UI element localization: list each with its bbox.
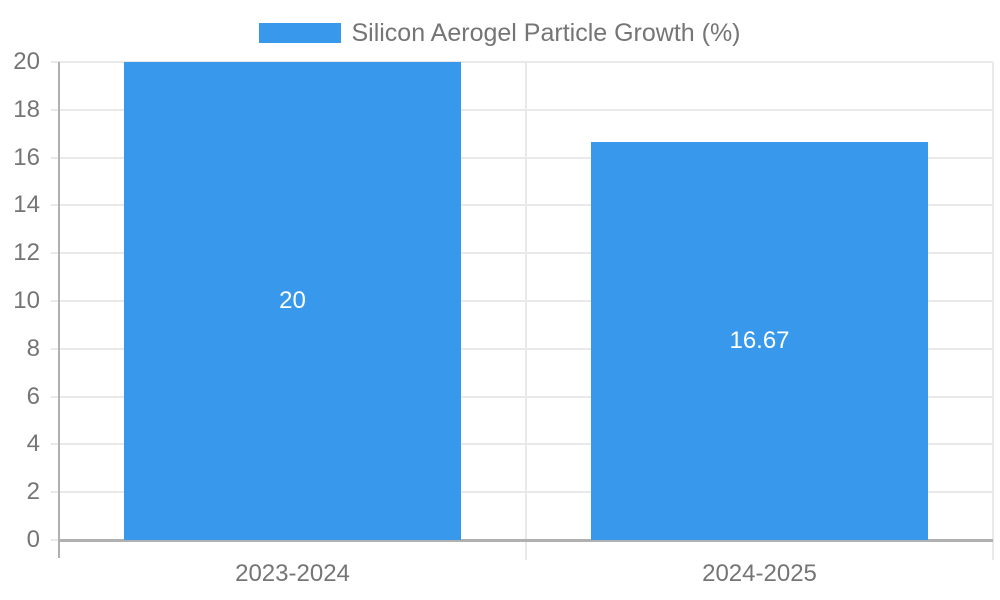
y-axis-tick-label: 16	[13, 144, 40, 171]
y-tick	[51, 539, 59, 541]
y-axis-tick-label: 14	[13, 191, 40, 218]
y-axis-tick-label: 12	[13, 239, 40, 266]
x-axis-category-label: 2023-2024	[235, 560, 350, 587]
y-axis-tick-label: 10	[13, 287, 40, 314]
x-gridline	[992, 62, 994, 560]
x-axis-category-label: 2024-2025	[702, 560, 817, 587]
y-axis-tick-label: 4	[26, 430, 40, 457]
x-gridline	[525, 62, 527, 560]
bar-2023-2024[interactable]	[124, 62, 461, 540]
legend[interactable]: Silicon Aerogel Particle Growth (%)	[0, 19, 1000, 47]
y-axis-line	[58, 62, 60, 558]
y-axis-tick-label: 0	[26, 526, 40, 553]
y-axis-tick-label: 20	[13, 48, 40, 75]
bar-2024-2025[interactable]	[591, 142, 928, 540]
y-axis-tick-label: 2	[26, 478, 40, 505]
y-axis-tick-label: 8	[26, 335, 40, 362]
legend-label: Silicon Aerogel Particle Growth (%)	[351, 19, 741, 47]
bar-value-label: 20	[279, 287, 306, 314]
y-axis-tick-label: 6	[26, 383, 40, 410]
legend-swatch	[259, 23, 342, 43]
y-axis-tick-label: 18	[13, 96, 40, 123]
bar-value-label: 16.67	[729, 327, 790, 354]
